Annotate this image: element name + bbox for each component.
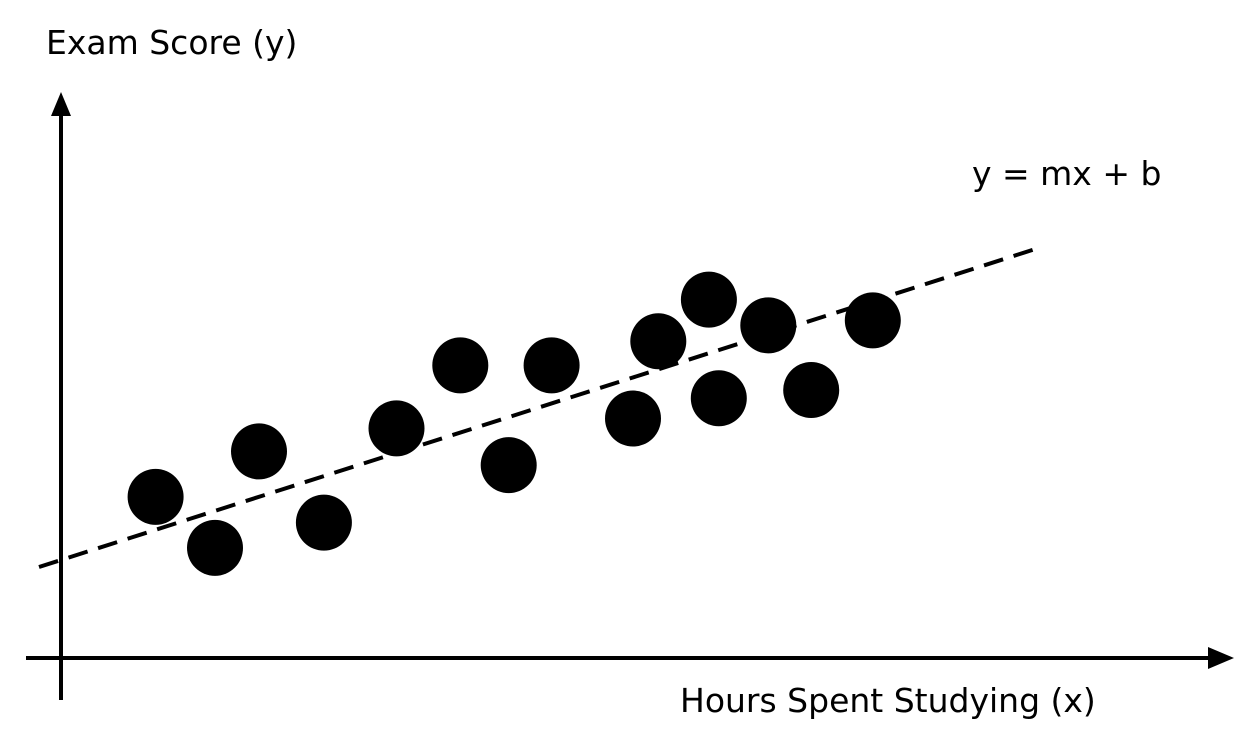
trendline [38, 245, 1041, 569]
equation-label: y = mx + b [972, 154, 1161, 193]
data-point-12 [690, 370, 747, 427]
data-point-5 [368, 400, 425, 457]
data-point-14 [783, 362, 840, 419]
data-point-10 [630, 313, 687, 370]
data-point-13 [740, 297, 797, 354]
data-point-6 [432, 337, 489, 394]
axes [26, 92, 1234, 700]
data-point-1 [127, 468, 184, 525]
data-point-4 [295, 494, 352, 551]
data-point-15 [844, 292, 901, 349]
x-axis-title: Hours Spent Studying (x) [680, 681, 1096, 720]
data-point-8 [523, 337, 580, 394]
data-point-9 [605, 390, 661, 447]
x-axis-arrowhead-icon [1208, 647, 1234, 669]
data-points [127, 271, 901, 576]
data-point-11 [680, 271, 737, 328]
data-point-2 [187, 519, 243, 576]
data-point-7 [480, 437, 537, 494]
data-point-3 [231, 423, 287, 480]
y-axis-title: Exam Score (y) [46, 23, 297, 62]
y-axis-arrowhead-icon [51, 92, 71, 116]
